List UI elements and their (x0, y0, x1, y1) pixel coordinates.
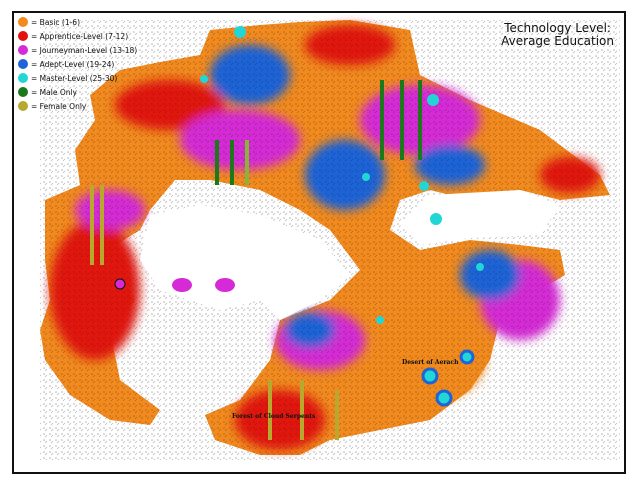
legend-item-adept: = Adept-Level (19-24) (18, 57, 137, 71)
islands (172, 278, 235, 292)
legend-item-male: = Male Only (18, 85, 137, 99)
legend-label: = Female Only (31, 101, 87, 111)
label-forest: Forest of Cloud Serpents (232, 413, 316, 420)
gender-stripes (90, 80, 422, 440)
legend-item-journeyman: = Journeyman-Level (13-18) (18, 43, 137, 57)
title-line-1: Technology Level: (504, 21, 611, 35)
title-line-2: Average Education (501, 34, 614, 48)
legend-item-basic: = Basic (1-6) (18, 15, 137, 29)
east-sea (400, 190, 560, 245)
legend-label: = Male Only (31, 87, 77, 97)
inner-sea (140, 205, 350, 320)
map-frame (12, 11, 626, 474)
legend-item-master: = Master-Level (25-30) (18, 71, 137, 85)
legend-label: = Basic (1-6) (31, 17, 81, 27)
legend-label: = Master-Level (25-30) (31, 73, 118, 83)
blue-dot-icon (18, 59, 28, 69)
green-dot-icon (18, 87, 28, 97)
legend-label: = Apprentice-Level (7-12) (31, 31, 129, 41)
legend-label: = Journeyman-Level (13-18) (31, 45, 138, 55)
orange-dot-icon (18, 17, 28, 27)
cyan-dot-icon (18, 73, 28, 83)
olive-dot-icon (18, 101, 28, 111)
label-desert: Desert of Aerach (402, 359, 459, 366)
red-dot-icon (18, 31, 28, 41)
legend-item-apprentice: = Apprentice-Level (7-12) (18, 29, 137, 43)
magenta-dot-icon (18, 45, 28, 55)
map-title: Technology Level: Average Education (501, 22, 614, 48)
master-cities (114, 26, 484, 407)
legend: = Basic (1-6) = Apprentice-Level (7-12) … (18, 15, 137, 113)
legend-label: = Adept-Level (19-24) (31, 59, 115, 69)
legend-item-female: = Female Only (18, 99, 137, 113)
terrain-texture (40, 20, 620, 460)
